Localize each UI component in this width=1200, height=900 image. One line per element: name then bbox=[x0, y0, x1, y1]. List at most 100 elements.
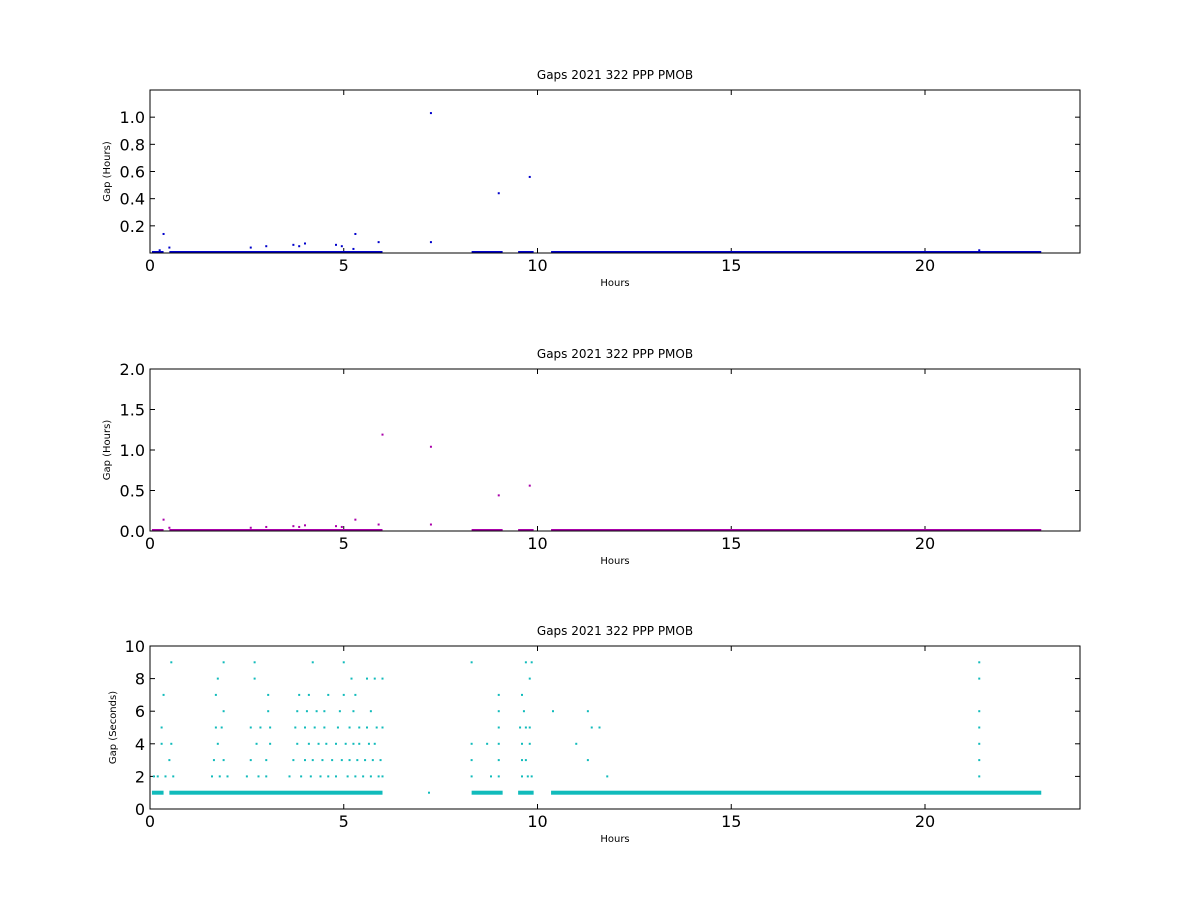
data-point bbox=[606, 775, 609, 778]
data-point bbox=[381, 677, 384, 680]
y-tick-label: 1.0 bbox=[120, 108, 145, 127]
baseline-marker-run bbox=[551, 529, 1042, 531]
data-point bbox=[218, 775, 221, 778]
data-point bbox=[257, 775, 260, 778]
chart-panel-1: Gaps 2021 322 PPP PMOB Hours Gap (Hours) 0 5… bbox=[102, 68, 1081, 289]
data-point bbox=[381, 433, 384, 436]
plot-area bbox=[151, 433, 1042, 531]
data-point bbox=[170, 742, 173, 745]
data-point bbox=[354, 693, 357, 696]
data-point bbox=[294, 726, 297, 729]
data-point bbox=[490, 775, 492, 778]
y-tick-label: 0.6 bbox=[120, 163, 145, 182]
data-point bbox=[352, 247, 355, 250]
data-point bbox=[298, 245, 301, 248]
data-point bbox=[267, 710, 270, 713]
data-point bbox=[304, 759, 306, 762]
baseline-marker-run bbox=[169, 790, 383, 795]
data-point bbox=[978, 710, 981, 713]
baseline-marker-run bbox=[169, 251, 383, 253]
data-point bbox=[348, 726, 351, 729]
data-point bbox=[245, 775, 248, 778]
data-point bbox=[309, 775, 312, 778]
plot-frame bbox=[149, 368, 1081, 532]
data-point bbox=[377, 523, 380, 526]
x-tick-label: 20 bbox=[915, 256, 935, 275]
data-point bbox=[586, 759, 589, 762]
data-point bbox=[354, 518, 357, 521]
x-tick-label: 0 bbox=[145, 256, 155, 275]
data-point bbox=[358, 726, 361, 729]
data-point bbox=[296, 710, 299, 713]
data-point bbox=[307, 742, 310, 745]
data-point bbox=[216, 742, 219, 745]
data-point bbox=[358, 742, 361, 745]
data-point bbox=[298, 693, 301, 696]
x-tick-label: 15 bbox=[721, 812, 741, 831]
data-point bbox=[340, 759, 343, 762]
data-point bbox=[978, 742, 981, 745]
data-point bbox=[429, 112, 432, 115]
data-point bbox=[497, 494, 500, 497]
x-axis-label: Hours bbox=[600, 556, 629, 567]
data-point bbox=[470, 661, 473, 664]
data-point bbox=[313, 726, 316, 729]
data-point bbox=[265, 245, 268, 248]
data-point bbox=[162, 232, 165, 235]
data-point bbox=[373, 677, 376, 680]
data-point bbox=[164, 775, 167, 778]
data-point bbox=[978, 775, 981, 778]
y-tick-label: 0.0 bbox=[120, 522, 145, 541]
y-axis-label: Gap (Hours) bbox=[102, 141, 113, 202]
data-point bbox=[522, 710, 525, 713]
data-point bbox=[375, 726, 378, 729]
baseline-marker-run bbox=[151, 529, 164, 531]
data-point bbox=[470, 759, 473, 762]
data-point bbox=[352, 710, 355, 713]
chart-panel-2: Gaps 2021 322 PPP PMOB Hours Gap (Hours) 0 5… bbox=[102, 347, 1081, 567]
data-point bbox=[497, 710, 500, 713]
chart-title: Gaps 2021 322 PPP PMOB bbox=[537, 68, 693, 82]
baseline-marker-run bbox=[151, 251, 164, 253]
data-point bbox=[429, 241, 432, 244]
data-point bbox=[160, 742, 163, 745]
data-point bbox=[304, 524, 306, 527]
data-point bbox=[519, 726, 522, 729]
data-point bbox=[222, 661, 225, 664]
data-point bbox=[521, 775, 523, 778]
data-point bbox=[168, 526, 171, 529]
data-point bbox=[521, 693, 523, 696]
y-axis-label: Gap (Hours) bbox=[102, 420, 113, 481]
y-tick-label: 1.0 bbox=[120, 441, 145, 460]
data-point bbox=[249, 759, 252, 762]
baseline-marker-run bbox=[518, 529, 534, 531]
data-point bbox=[253, 661, 256, 664]
data-point bbox=[497, 742, 500, 745]
data-point bbox=[497, 759, 500, 762]
data-point bbox=[367, 742, 370, 745]
data-point bbox=[265, 525, 268, 528]
baseline-marker-run bbox=[169, 529, 383, 531]
data-point bbox=[253, 677, 256, 680]
data-point bbox=[470, 775, 473, 778]
data-point bbox=[327, 775, 330, 778]
data-point bbox=[552, 710, 554, 713]
data-point bbox=[364, 759, 367, 762]
data-point bbox=[170, 661, 173, 664]
data-point bbox=[429, 523, 432, 526]
data-point bbox=[321, 759, 324, 762]
data-point bbox=[331, 759, 334, 762]
x-tick-label: 10 bbox=[527, 534, 547, 553]
data-point bbox=[259, 726, 262, 729]
data-point bbox=[156, 775, 159, 778]
data-point bbox=[528, 742, 531, 745]
data-point bbox=[373, 742, 376, 745]
data-point bbox=[381, 726, 384, 729]
data-point bbox=[586, 710, 589, 713]
data-point bbox=[315, 710, 318, 713]
data-point bbox=[327, 693, 330, 696]
data-point bbox=[162, 693, 165, 696]
data-point bbox=[292, 759, 295, 762]
data-point bbox=[497, 726, 500, 729]
